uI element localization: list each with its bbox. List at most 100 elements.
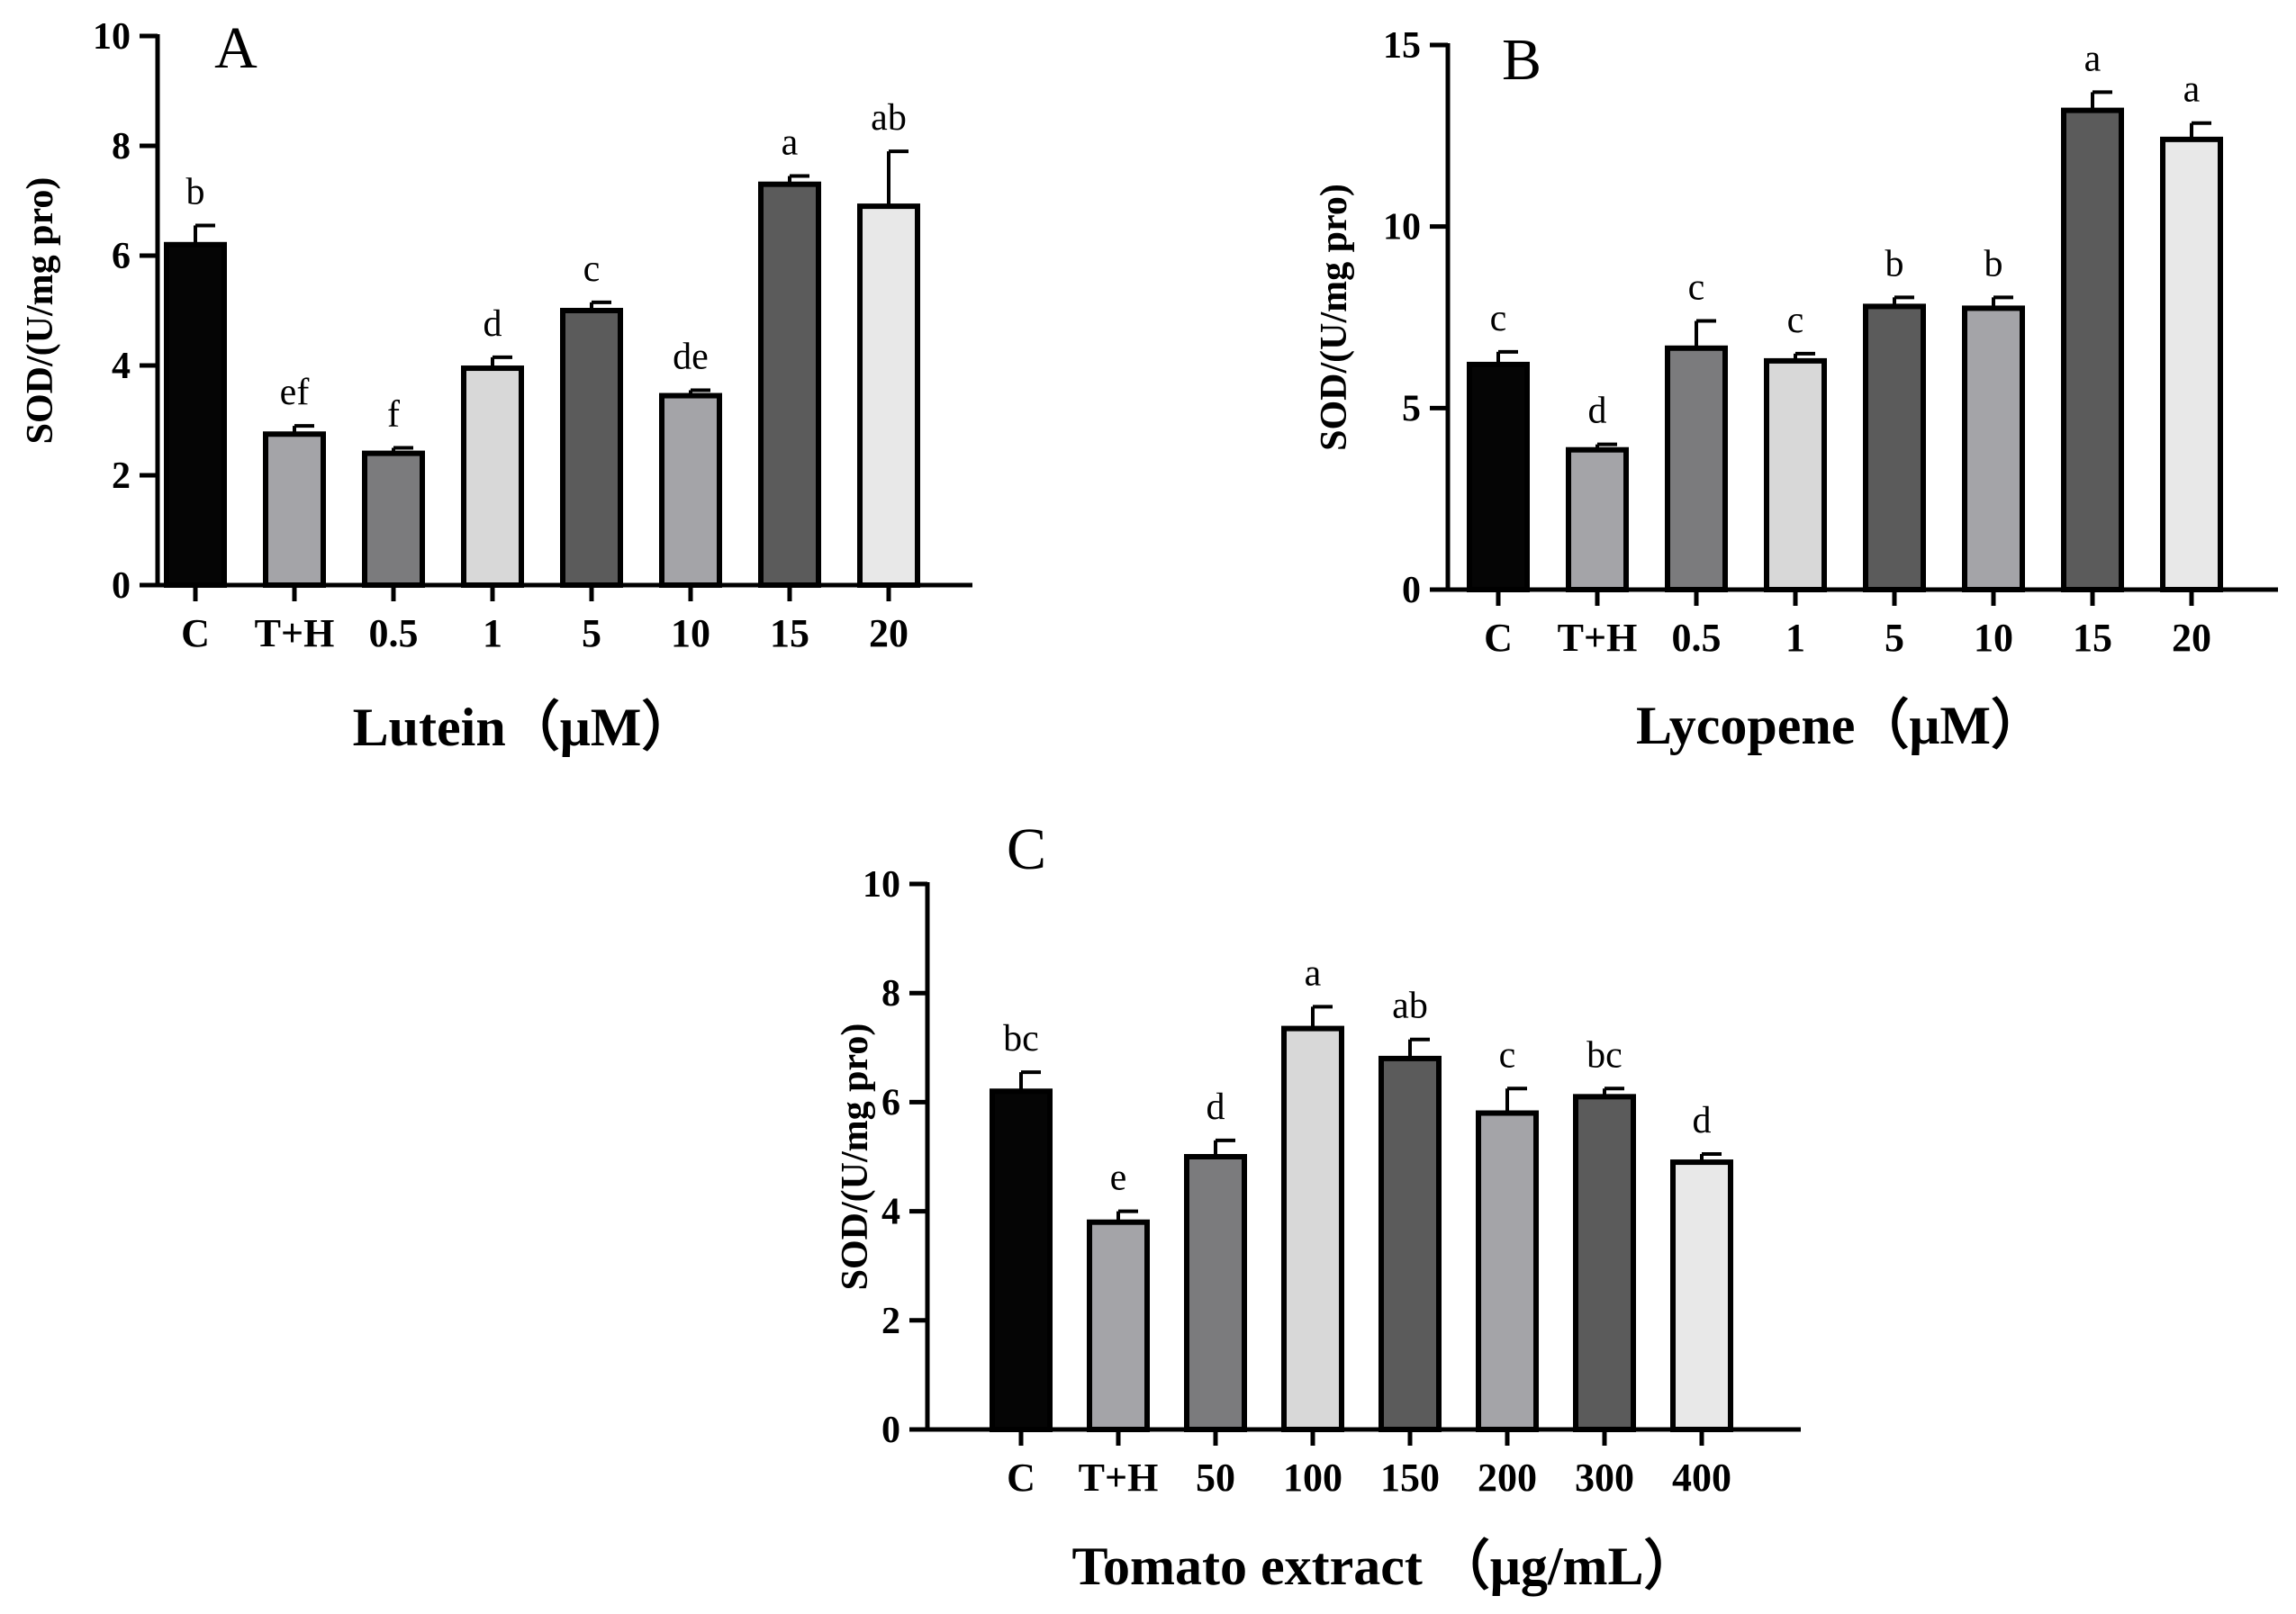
bar [1962, 305, 2025, 592]
bar [1573, 1094, 1636, 1432]
x-tick-label: 20 [2172, 616, 2211, 660]
bar [1566, 446, 1629, 593]
significance-label: c [1499, 1034, 1516, 1076]
x-tick-label: 400 [1672, 1456, 1731, 1500]
y-tick-label: 0 [881, 1410, 900, 1451]
y-tick-label: 10 [1383, 207, 1421, 248]
bar [1281, 1025, 1344, 1432]
bar [1665, 345, 1728, 592]
y-tick-label: 8 [112, 126, 131, 167]
x-axis-title: Lutein（μM） [353, 697, 696, 757]
panel-label: B [1502, 27, 1541, 93]
bar [362, 450, 425, 588]
x-tick-label: 0.5 [1672, 616, 1722, 660]
x-tick-label: 1 [483, 611, 502, 655]
y-tick-label: 6 [881, 1082, 900, 1123]
bar [1184, 1154, 1247, 1432]
significance-label: a [1305, 952, 1322, 994]
bar [2160, 136, 2223, 592]
x-axis-title: Lycopene（μM） [1636, 695, 2045, 755]
bar [1087, 1219, 1150, 1432]
y-tick-label: 0 [1402, 570, 1421, 611]
significance-label: e [1110, 1158, 1127, 1199]
significance-label: c [583, 248, 601, 290]
x-tick-label: 15 [2073, 616, 2112, 660]
x-tick-label: 0.5 [369, 611, 419, 655]
significance-label: bc [1003, 1018, 1039, 1059]
y-tick-label: 4 [881, 1192, 900, 1233]
significance-label: ab [1392, 986, 1428, 1027]
significance-label: de [673, 336, 709, 377]
y-tick-label: 2 [881, 1301, 900, 1342]
bar [1476, 1110, 1539, 1433]
significance-label: c [1787, 300, 1804, 341]
x-tick-label: 10 [671, 611, 710, 655]
y-axis-title: SOD/(U/mg pro) [20, 177, 61, 445]
x-tick-label: 20 [869, 611, 908, 655]
x-tick-label: 150 [1380, 1456, 1440, 1500]
significance-label: b [186, 171, 205, 212]
bar [560, 308, 623, 588]
significance-label: c [1688, 267, 1705, 309]
panel-c: 0 2 4 6 8 10 Cbc T+H e 50 d 100 a 150 ab 200 c 300 bc 400 d S… [835, 816, 1801, 1596]
x-tick-label: 1 [1785, 616, 1805, 660]
x-tick-label: C [1007, 1456, 1035, 1500]
x-tick-label: 10 [1974, 616, 2013, 660]
significance-label: d [1207, 1087, 1225, 1128]
bar [758, 181, 821, 588]
x-axis-title: Tomato extract （μg/mL） [1071, 1536, 1697, 1596]
bar [1764, 357, 1827, 592]
x-tick-label: 100 [1283, 1456, 1342, 1500]
x-tick-label: C [1484, 616, 1513, 660]
panel-a: 0 2 4 6 8 10 Cb T+H ef 0.5 f 1 d 5 c 10 de 15 a 20 ab SOD/(U/… [20, 15, 972, 757]
significance-label: ef [280, 372, 310, 413]
y-tick-label: 10 [93, 16, 131, 58]
bar [1467, 361, 1530, 592]
panel-label: C [1007, 816, 1046, 882]
bar [1863, 303, 1926, 592]
y-tick-label: 10 [863, 864, 900, 906]
bar [857, 203, 920, 588]
y-axis-title: SOD/(U/mg pro) [1314, 184, 1355, 451]
panel-b: 0 5 10 15 Cc T+H d 0.5 c 1 c 5 b 10 b 15 a 20 a SOD/(U/mg p… [1314, 25, 2278, 755]
x-tick-label: 50 [1196, 1456, 1235, 1500]
y-tick-label: 2 [112, 455, 131, 497]
significance-label: b [1984, 243, 2003, 284]
significance-label: f [387, 394, 400, 436]
bar [990, 1088, 1053, 1433]
x-tick-label: T+H [1558, 616, 1638, 660]
bar [2061, 107, 2124, 593]
significance-label: bc [1586, 1034, 1623, 1076]
significance-label: d [1693, 1100, 1712, 1141]
bar [164, 241, 227, 588]
bar [1379, 1055, 1442, 1433]
x-tick-label: 200 [1478, 1456, 1537, 1500]
significance-label: a [2183, 69, 2201, 111]
panel-label: A [214, 15, 258, 81]
significance-label: d [484, 303, 502, 345]
bar [461, 365, 524, 588]
significance-label: b [1885, 243, 1904, 284]
significance-label: c [1490, 298, 1507, 339]
y-tick-label: 4 [112, 346, 131, 387]
y-tick-label: 5 [1402, 388, 1421, 429]
significance-label: a [782, 122, 799, 164]
y-tick-label: 8 [881, 973, 900, 1014]
significance-label: d [1588, 391, 1607, 432]
y-axis-title: SOD/(U/mg pro) [835, 1023, 876, 1291]
x-tick-label: 15 [770, 611, 809, 655]
x-tick-label: T+H [1079, 1456, 1159, 1500]
x-tick-label: C [181, 611, 210, 655]
x-tick-label: 300 [1575, 1456, 1634, 1500]
x-tick-label: T+H [255, 611, 335, 655]
bar [659, 392, 722, 588]
y-tick-label: 15 [1383, 25, 1421, 67]
significance-label: ab [871, 97, 907, 139]
y-tick-label: 6 [112, 236, 131, 277]
x-tick-label: 5 [582, 611, 601, 655]
significance-label: a [2084, 38, 2102, 79]
x-tick-label: 5 [1885, 616, 1904, 660]
bar [1670, 1159, 1733, 1433]
bar [263, 431, 326, 588]
